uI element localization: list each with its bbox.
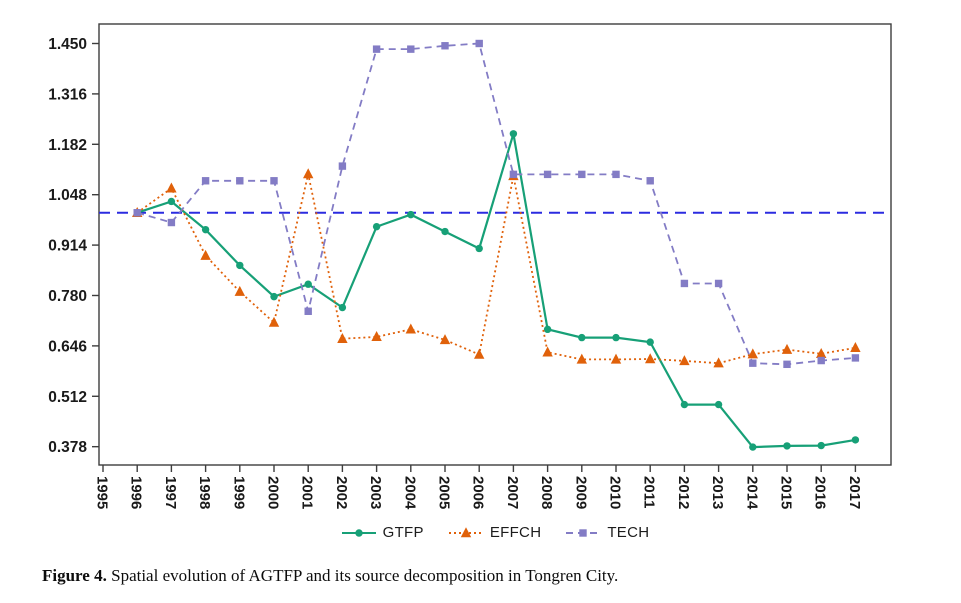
x-tick-label: 1997 <box>162 476 179 509</box>
chart-legend: GTFP EFFCH TECH <box>99 524 891 541</box>
y-tick-label: 0.378 <box>48 439 87 456</box>
tech-line-marker-icon <box>566 528 601 537</box>
x-tick-label: 2004 <box>401 476 418 510</box>
x-tick-label: 2008 <box>538 476 555 509</box>
x-tick-label: 2003 <box>367 476 384 509</box>
x-tick-label: 2002 <box>333 476 350 509</box>
x-tick-label: 2012 <box>675 476 692 509</box>
x-tick-label: 2006 <box>470 476 487 509</box>
line-chart: 1.450 1.316 1.182 1.048 0.914 0.780 0.646 0.512… <box>48 23 892 510</box>
x-tick-label: 2014 <box>743 476 760 510</box>
x-tick-label: 2009 <box>572 476 589 509</box>
x-tick-label: 2010 <box>607 476 624 509</box>
x-tick-label: 2013 <box>709 476 726 509</box>
series-effch <box>132 168 861 368</box>
x-tick-label: 1995 <box>94 476 111 509</box>
x-tick-label: 2001 <box>299 476 316 509</box>
series-gtfp <box>133 130 860 451</box>
x-tick-label: 1999 <box>230 476 247 509</box>
y-tick-label: 0.512 <box>48 389 87 406</box>
x-tick-label: 2017 <box>846 476 863 509</box>
x-tick-label: 1998 <box>196 476 213 509</box>
y-tick-label: 0.646 <box>48 338 87 355</box>
caption-text: Spatial evolution of AGTFP and its sourc… <box>106 566 619 585</box>
x-tick-label: 2005 <box>436 476 453 509</box>
y-tick-label: 1.450 <box>48 36 87 53</box>
effch-line-marker-icon <box>448 526 483 537</box>
y-tick-label: 1.316 <box>48 86 87 103</box>
y-tick-label: 1.182 <box>48 137 87 154</box>
axes: 1.450 1.316 1.182 1.048 0.914 0.780 0.646 0.512… <box>48 23 892 510</box>
legend-item-gtfp: GTFP <box>341 524 424 541</box>
legend-label-gtfp: GTFP <box>382 524 424 541</box>
x-tick-label: 2000 <box>265 476 282 509</box>
x-tick-label: 2011 <box>641 476 658 509</box>
figure-caption: Figure 4. Spatial evolution of AGTFP and… <box>42 566 618 586</box>
x-tick-label: 2007 <box>504 476 521 509</box>
y-tick-label: 0.914 <box>48 238 87 255</box>
y-tick-label: 1.048 <box>48 187 87 204</box>
gtfp-line-marker-icon <box>341 528 376 537</box>
series-tech <box>133 39 860 369</box>
legend-item-effch: EFFCH <box>448 524 542 541</box>
legend-label-tech: TECH <box>607 524 650 541</box>
x-tick-label: 1996 <box>128 476 145 509</box>
legend-item-tech: TECH <box>565 524 649 541</box>
y-tick-label: 0.780 <box>48 288 87 305</box>
x-tick-label: 2016 <box>812 476 829 509</box>
legend-label-effch: EFFCH <box>489 524 542 541</box>
caption-figure-number: Figure 4. <box>42 566 107 585</box>
x-tick-label: 2015 <box>778 476 795 509</box>
